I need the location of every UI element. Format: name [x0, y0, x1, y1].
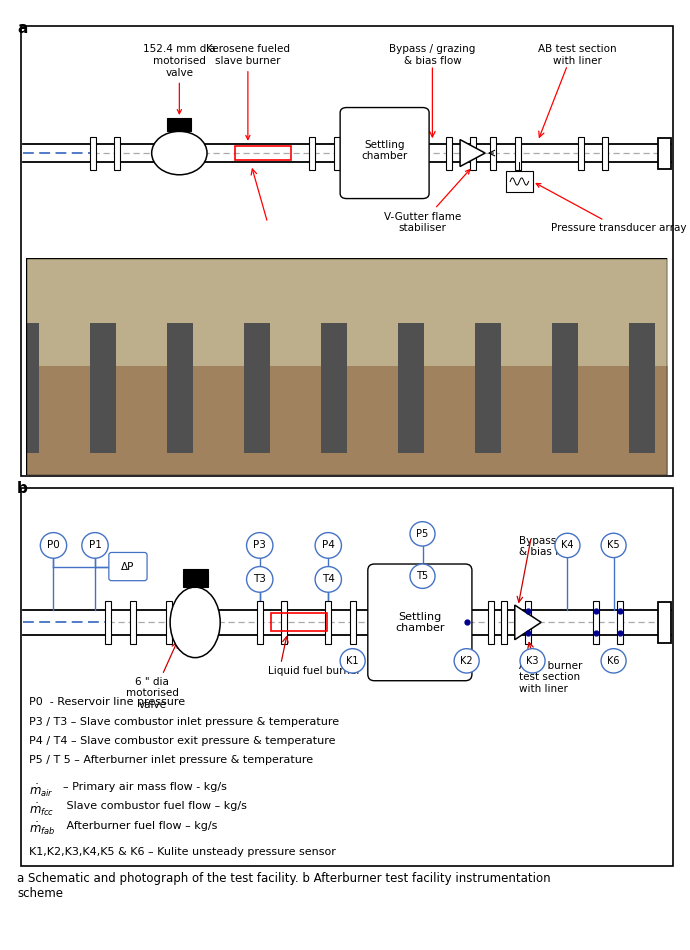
Text: P1: P1 [88, 541, 101, 550]
Text: Bypass/
& bias flow: Bypass/ & bias flow [520, 536, 577, 558]
Bar [190, 600, 196, 644]
Circle shape [340, 649, 365, 673]
Circle shape [315, 566, 342, 592]
Text: $\dot{m}_{air}$: $\dot{m}_{air}$ [29, 782, 54, 799]
Text: P5 / T 5 – Afterburner inlet pressure & temperature: P5 / T 5 – Afterburner inlet pressure & … [29, 755, 313, 765]
Bar [183, 569, 208, 587]
Bar [464, 600, 470, 644]
Bar [271, 614, 327, 632]
Text: AB test section
with liner: AB test section with liner [538, 45, 617, 66]
Circle shape [520, 649, 545, 673]
Bar [578, 137, 584, 170]
Text: Slave combustor fuel flow – kg/s: Slave combustor fuel flow – kg/s [63, 801, 247, 811]
Circle shape [555, 533, 580, 558]
Text: P0  - Reservoir line pressure: P0 - Reservoir line pressure [29, 697, 185, 708]
Bar [257, 600, 263, 644]
Text: P3: P3 [253, 541, 266, 550]
Text: P3 / T3 – Slave combustor inlet pressure & temperature: P3 / T3 – Slave combustor inlet pressure… [29, 716, 339, 727]
FancyBboxPatch shape [21, 487, 673, 866]
Bar [164, 137, 170, 170]
Text: K1,K2,K3,K4,K5 & K6 – Kulite unsteady pressure sensor: K1,K2,K3,K4,K5 & K6 – Kulite unsteady pr… [29, 847, 336, 858]
Bar [355, 137, 362, 170]
Bar [506, 171, 533, 192]
Circle shape [82, 533, 108, 559]
Polygon shape [515, 605, 541, 639]
Text: Afterburner fuel flow – kg/s: Afterburner fuel flow – kg/s [63, 821, 218, 830]
Circle shape [246, 566, 273, 592]
Circle shape [315, 533, 342, 559]
Text: K5: K5 [607, 541, 620, 550]
Polygon shape [460, 140, 485, 166]
Ellipse shape [170, 587, 220, 657]
Text: After burner
test section
with liner: After burner test section with liner [520, 661, 583, 694]
Bar [593, 600, 599, 644]
Text: P4 / T4 – Slave combustor exit pressure & temperature: P4 / T4 – Slave combustor exit pressure … [29, 736, 335, 746]
Circle shape [246, 533, 273, 559]
Circle shape [410, 522, 435, 546]
Text: a: a [17, 21, 28, 36]
Text: Kerosene fueled
slave burner: Kerosene fueled slave burner [206, 45, 290, 140]
Text: Pressure transducer array: Pressure transducer array [536, 183, 687, 234]
Bar [235, 145, 290, 161]
Bar [281, 600, 287, 644]
Text: K3: K3 [526, 656, 539, 666]
Circle shape [410, 564, 435, 588]
Text: P5: P5 [416, 529, 428, 539]
Bar [166, 600, 172, 644]
Text: P0: P0 [47, 541, 60, 550]
Circle shape [152, 131, 207, 175]
FancyBboxPatch shape [340, 107, 429, 199]
Bar [471, 137, 476, 170]
Bar [488, 600, 494, 644]
Bar [658, 602, 671, 643]
Text: P4: P4 [322, 541, 335, 550]
Text: b: b [17, 481, 28, 496]
Text: K4: K4 [561, 541, 573, 550]
Text: 6 " dia
motorised
valve: 6 " dia motorised valve [126, 676, 179, 710]
Text: T3: T3 [253, 575, 266, 584]
Bar [310, 137, 315, 170]
Text: K6: K6 [607, 656, 620, 666]
Bar [500, 600, 506, 644]
Text: a Schematic and photograph of the test facility. b Afterburner test facility ins: a Schematic and photograph of the test f… [17, 872, 551, 900]
Bar [325, 600, 331, 644]
FancyBboxPatch shape [21, 26, 673, 476]
Bar [446, 137, 452, 170]
Bar [168, 118, 191, 131]
Bar [90, 137, 96, 170]
Text: Liquid fuel burner: Liquid fuel burner [268, 666, 360, 676]
Text: V-Gutter flame
stabiliser: V-Gutter flame stabiliser [384, 170, 470, 234]
Bar [105, 600, 111, 644]
FancyBboxPatch shape [368, 564, 472, 681]
Circle shape [601, 649, 626, 673]
Circle shape [40, 533, 67, 559]
Bar [189, 137, 195, 170]
Text: $\dot{m}_{fcc}$: $\dot{m}_{fcc}$ [29, 801, 55, 818]
Bar [350, 600, 355, 644]
Text: ΔP: ΔP [121, 561, 135, 572]
Text: T5: T5 [417, 571, 428, 581]
Text: K2: K2 [460, 656, 473, 666]
Bar [618, 600, 623, 644]
Bar [490, 137, 496, 170]
Circle shape [454, 649, 479, 673]
Bar [115, 137, 120, 170]
Bar [334, 137, 339, 170]
Circle shape [601, 533, 626, 558]
Bar [602, 137, 608, 170]
Text: T4: T4 [322, 575, 335, 584]
Bar [515, 137, 521, 170]
Text: Bypass / grazing
& bias flow: Bypass / grazing & bias flow [389, 45, 475, 66]
Bar [525, 600, 531, 644]
Bar [658, 138, 671, 168]
Text: $\dot{m}_{fab}$: $\dot{m}_{fab}$ [29, 821, 55, 837]
Bar [370, 600, 376, 644]
Text: – Primary air mass flow - kg/s: – Primary air mass flow - kg/s [63, 782, 227, 792]
Bar [130, 600, 135, 644]
Text: Settling
chamber: Settling chamber [395, 612, 444, 633]
Text: 152.4 mm dia
motorised
valve: 152.4 mm dia motorised valve [143, 45, 216, 114]
FancyBboxPatch shape [109, 553, 147, 580]
Text: K1: K1 [346, 656, 359, 666]
Text: Settling
chamber: Settling chamber [362, 140, 408, 162]
